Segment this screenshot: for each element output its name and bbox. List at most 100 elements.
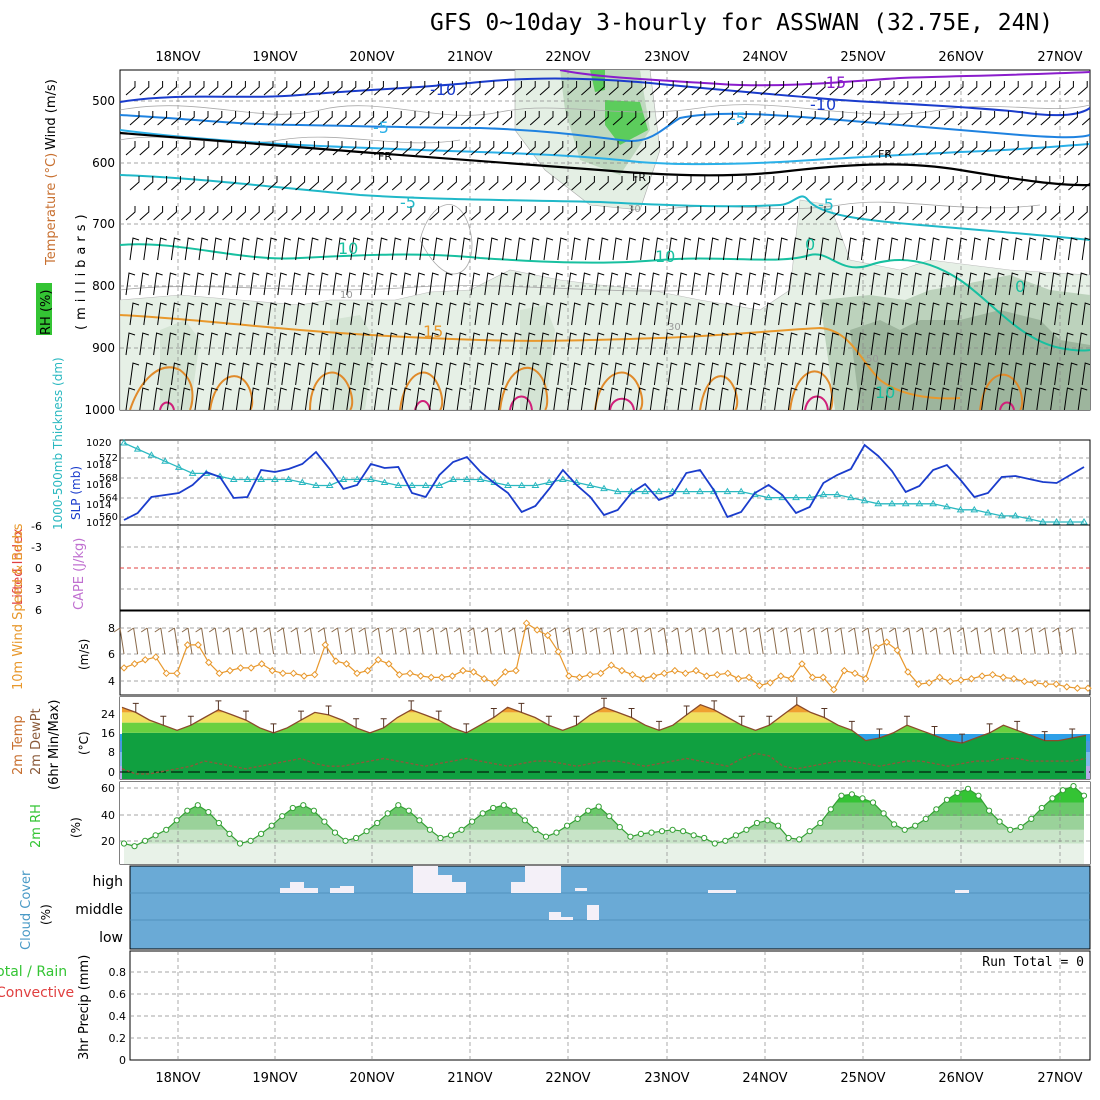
upper-wind-barb — [791, 237, 802, 261]
upper-wind-barb — [529, 176, 540, 191]
upper-wind-barb — [277, 206, 288, 221]
upper-wind-barb — [774, 387, 784, 410]
upper-wind-barb — [939, 81, 950, 96]
rh-marker — [300, 802, 307, 809]
contour-label: -5 — [818, 195, 834, 214]
date-label-top: 19NOV — [252, 50, 297, 65]
temp-minmax-bar — [160, 715, 167, 726]
upper-wind-barb — [308, 362, 319, 386]
wind-barb — [304, 627, 315, 655]
upper-wind-barb — [718, 332, 729, 356]
upper-wind-barb — [350, 362, 360, 386]
upper-wind-barb — [929, 237, 940, 261]
upper-wind-barb — [184, 302, 195, 326]
upper-wind-barb — [235, 387, 246, 410]
upper-wind-barb — [364, 111, 375, 126]
upper-wind-barb — [1012, 302, 1023, 326]
upper-wind-barb — [774, 332, 784, 356]
cloud-unit: (%) — [39, 904, 53, 925]
upper-wind-barb — [194, 141, 205, 156]
upper-wind-barb — [1022, 387, 1033, 410]
cloud-block — [587, 905, 599, 920]
upper-wind-barb — [654, 176, 664, 191]
upper-wind-barb — [833, 111, 844, 126]
wind-barb — [657, 627, 669, 655]
date-label-bottom: 25NOV — [840, 1071, 885, 1086]
upper-wind-barb — [967, 387, 977, 410]
upper-wind-barb — [125, 272, 136, 296]
upper-wind-barb — [912, 332, 922, 356]
upper-wind-barb — [433, 237, 443, 261]
upper-wind-barb — [971, 176, 982, 191]
upper-wind-barb — [263, 332, 274, 356]
upper-wind-barb — [760, 206, 771, 221]
wind-marker — [967, 675, 976, 683]
thickness-marker — [1011, 511, 1020, 519]
wind-barb — [1065, 627, 1077, 655]
wind-marker — [861, 675, 870, 683]
wind-marker — [1084, 684, 1092, 692]
rh-marker — [511, 807, 518, 814]
upper-wind-barb — [594, 387, 605, 410]
upper-wind-barb — [198, 362, 209, 386]
upper-wind-barb — [677, 206, 688, 221]
temp-minmax-bar — [903, 715, 910, 726]
upper-wind-barb — [778, 237, 788, 261]
upper-wind-barb — [695, 302, 705, 326]
upper-wind-barb — [722, 302, 733, 326]
upper-wind-barb — [998, 237, 1009, 261]
upper-wind-barb — [336, 302, 347, 326]
thickness-marker — [353, 475, 362, 482]
upper-wind-barb — [774, 81, 785, 96]
upper-wind-barb — [957, 237, 968, 261]
rh-marker — [848, 791, 856, 798]
wind-marker — [978, 672, 986, 680]
upper-wind-barb — [543, 302, 554, 326]
upper-wind-barb — [249, 272, 260, 296]
temp2m-panel: 24 16 8 0 2m Temp 2m DewPt (6hr Min/Max)… — [11, 696, 1091, 790]
rh-marker — [236, 840, 244, 847]
upper-wind-barb — [157, 111, 168, 126]
upper-wind-barb — [584, 237, 595, 261]
pressure-tick: 700 — [92, 217, 115, 231]
upper-wind-barb — [512, 81, 522, 96]
wind-barb — [358, 627, 370, 655]
upper-wind-barb — [125, 141, 136, 156]
rh-marker — [975, 792, 982, 799]
thickness-marker — [1052, 517, 1061, 525]
wind-marker — [988, 670, 997, 679]
temp-minmax-bar — [1014, 720, 1021, 731]
upper-wind-barb — [415, 141, 426, 156]
rh-marker — [869, 799, 877, 806]
upper-wind-barb — [667, 111, 678, 126]
upper-wind-barb — [139, 141, 150, 156]
upper-wind-barb — [512, 206, 522, 221]
upper-wind-barb — [235, 272, 246, 296]
wind-marker — [194, 641, 202, 649]
upper-wind-barb — [194, 272, 205, 296]
upper-wind-barb — [857, 141, 867, 156]
thickness-marker — [764, 493, 773, 501]
upper-wind-barb — [580, 332, 591, 356]
upper-wind-barb — [456, 272, 467, 296]
upper-wind-barb — [957, 111, 968, 126]
upper-wind-barb — [695, 111, 706, 126]
upper-wind-barb — [801, 272, 812, 296]
upper-wind-barb — [263, 81, 274, 96]
upper-wind-barb — [778, 176, 789, 191]
upper-wind-barb — [995, 141, 1005, 156]
upper-wind-barb — [281, 176, 292, 191]
upper-wind-barb — [143, 237, 153, 261]
upper-wind-barb — [377, 302, 388, 326]
upper-wind-barb — [567, 141, 578, 156]
upper-wind-barb — [543, 237, 554, 261]
wind-marker — [660, 669, 668, 678]
upper-wind-barb — [443, 141, 453, 156]
rh-marker — [996, 818, 1003, 825]
temp-minmax-bar — [796, 697, 798, 705]
upper-wind-barb — [953, 332, 964, 356]
upper-wind-barb — [498, 81, 509, 96]
thickness-marker — [600, 484, 608, 492]
wind10m-panel: 8 6 4 10m Wind Speed & Barbs (m/s) — [11, 523, 1092, 696]
upper-wind-barb — [433, 302, 443, 326]
